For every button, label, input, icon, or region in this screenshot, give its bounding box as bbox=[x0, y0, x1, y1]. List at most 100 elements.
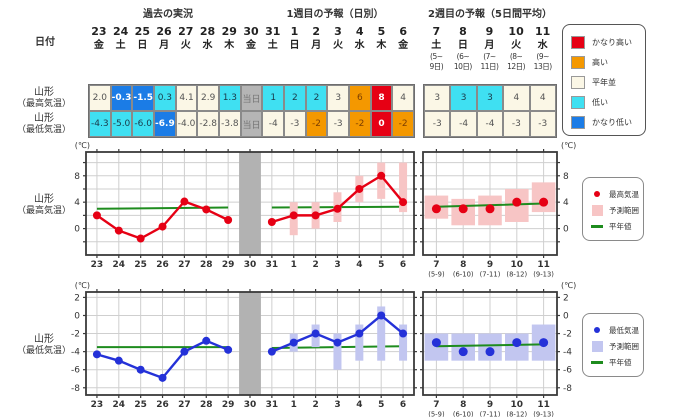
section-title-past: 過去の実況 bbox=[143, 9, 193, 20]
temp-cell: 0 bbox=[370, 111, 393, 137]
week2-point bbox=[539, 338, 549, 348]
temp-cell: -2 bbox=[349, 111, 371, 137]
temp-cell: -0.3 bbox=[110, 85, 133, 111]
y-axis-label: -4 bbox=[71, 348, 80, 358]
x-axis-sublabel: (5-9) bbox=[428, 411, 445, 417]
x-axis-label: 7 bbox=[433, 260, 439, 270]
x-axis-label: 23 bbox=[91, 400, 104, 410]
min-chart-legend: 最低気温 予測範囲 平年値 bbox=[582, 313, 644, 377]
date-weekday: 水 bbox=[202, 40, 213, 52]
week2-point bbox=[512, 338, 522, 348]
temp-cell: 当日 bbox=[240, 111, 263, 137]
x-axis-label: 3 bbox=[334, 260, 340, 270]
x-axis-label: 27 bbox=[178, 260, 191, 270]
x-axis-label: 9 bbox=[487, 400, 493, 410]
date-range-line1: (7~ bbox=[483, 52, 496, 62]
forecast-point bbox=[333, 204, 342, 213]
x-axis-sublabel: (9-13) bbox=[533, 411, 554, 417]
y-axis-label: -8 bbox=[563, 384, 572, 394]
date-weekday: 木 bbox=[224, 40, 235, 52]
forecast-range-bar bbox=[399, 324, 408, 361]
x-axis-sublabel: (7-11) bbox=[480, 411, 501, 417]
date-weekday: 土 bbox=[267, 40, 278, 52]
unit-label: (℃) bbox=[561, 281, 576, 290]
temp-cell: -6.0 bbox=[132, 111, 155, 137]
temp-cell: 2.9 bbox=[197, 85, 220, 111]
x-axis-label: 8 bbox=[460, 400, 466, 410]
legend-item-range: 予測範囲 bbox=[591, 202, 643, 218]
very-high-swatch-icon bbox=[571, 35, 585, 49]
observed-point bbox=[114, 356, 123, 365]
date-weekday: 土 bbox=[431, 40, 442, 52]
observed-point bbox=[158, 373, 167, 382]
y-axis-label: 4 bbox=[74, 198, 80, 208]
x-axis-sublabel: (6-10) bbox=[453, 271, 474, 279]
week2-point bbox=[431, 338, 441, 348]
x-axis-label: 11 bbox=[537, 400, 550, 410]
observed-point bbox=[180, 347, 189, 356]
chart-label-max-line2: （最高気温） bbox=[16, 206, 71, 216]
legend-label: かなり低い bbox=[592, 117, 632, 127]
category-legend: かなり高い 高い 平年並 低い かなり低い bbox=[562, 24, 646, 136]
date-day: 25 bbox=[134, 25, 150, 38]
temp-cell: -2 bbox=[392, 111, 414, 137]
y-axis-label: 4 bbox=[563, 198, 569, 208]
forecast-range-icon bbox=[591, 204, 603, 216]
observed-point bbox=[180, 197, 189, 206]
date-weekday: 日 bbox=[137, 40, 148, 52]
today-band bbox=[239, 292, 261, 395]
date-column: 29 木 bbox=[218, 25, 240, 59]
temp-cell: -2 bbox=[305, 111, 328, 137]
date-weekday: 日 bbox=[289, 40, 300, 52]
temperature-table-week2: 3 3 3 4 4 -3 -4 -4 -3 -3 bbox=[423, 84, 557, 138]
unit-label: (℃) bbox=[75, 281, 90, 290]
date-column: 24 土 bbox=[110, 25, 132, 59]
legend-item-very-low: かなり低い bbox=[571, 112, 645, 132]
temp-cell: 3 bbox=[476, 85, 504, 111]
x-axis-sublabel: (9-13) bbox=[533, 271, 554, 279]
forecast-point bbox=[267, 217, 276, 226]
x-axis-label: 28 bbox=[200, 260, 213, 270]
x-axis-label: 25 bbox=[134, 260, 147, 270]
x-axis-label: 30 bbox=[244, 260, 257, 270]
temp-cell: -2.8 bbox=[197, 111, 220, 137]
observed-point bbox=[224, 345, 233, 354]
forecast-point bbox=[311, 329, 320, 338]
observed-point bbox=[202, 336, 211, 345]
date-day: 7 bbox=[432, 25, 441, 38]
forecast-point bbox=[355, 329, 364, 338]
temp-cell: -3 bbox=[327, 111, 350, 137]
observed-point bbox=[114, 226, 123, 235]
legend-label: 予測範囲 bbox=[609, 341, 639, 351]
temp-cell: 4.1 bbox=[175, 85, 198, 111]
legend-label: 最低気温 bbox=[609, 325, 639, 335]
legend-label: 予測範囲 bbox=[609, 205, 639, 215]
date-column: 26 月 bbox=[153, 25, 175, 59]
forecast-point bbox=[399, 329, 408, 338]
normal-line-icon bbox=[591, 224, 603, 228]
date-weekday: 火 bbox=[180, 40, 191, 52]
x-axis-label: 4 bbox=[356, 400, 362, 410]
x-axis-label: 2 bbox=[312, 400, 318, 410]
y-axis-label: 0 bbox=[563, 225, 569, 235]
date-day: 28 bbox=[199, 25, 216, 38]
temp-cell: -4 bbox=[476, 111, 504, 137]
temp-cell: 2 bbox=[305, 85, 328, 111]
legend-item-normal: 平年並 bbox=[571, 72, 645, 92]
temp-cell: -1.5 bbox=[132, 85, 155, 111]
temp-cell: 3 bbox=[327, 85, 350, 111]
temp-cell: -3 bbox=[529, 111, 556, 137]
forecast-range-band bbox=[451, 333, 475, 361]
x-axis-label: 31 bbox=[266, 400, 279, 410]
row-label-max-line1: 山形 bbox=[34, 87, 54, 98]
temp-cell: -4.3 bbox=[89, 111, 111, 137]
date-day: 9 bbox=[485, 25, 494, 38]
observed-point bbox=[202, 205, 211, 214]
date-label: 日付 bbox=[35, 37, 55, 48]
max-temp-chart-svg: 0 04 48 823 24 25 26 27 28 29 30 31 1 2 3 4 5 6 7 8 9 10 11(5-… bbox=[74, 141, 576, 279]
x-axis-label: 1 bbox=[291, 400, 297, 410]
date-column: 23 金 bbox=[88, 25, 110, 59]
